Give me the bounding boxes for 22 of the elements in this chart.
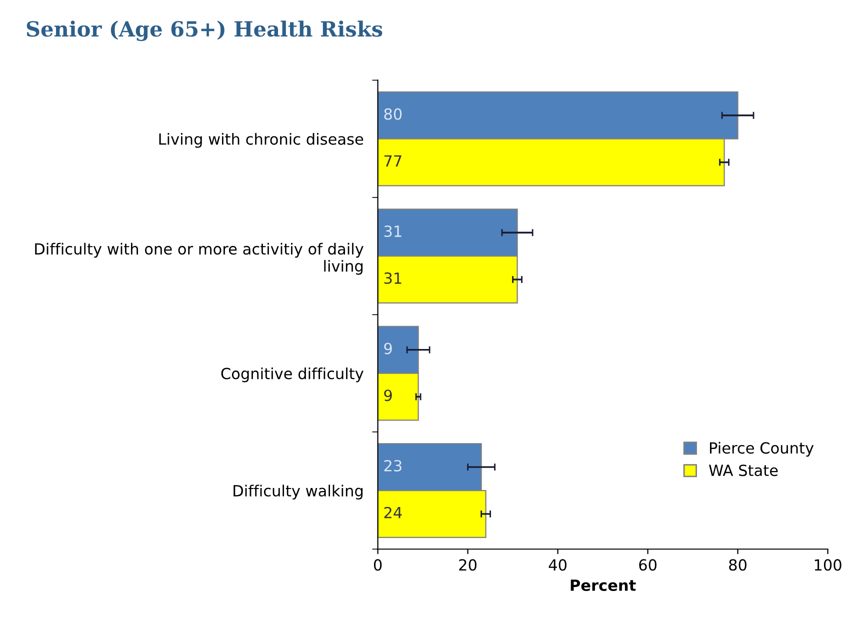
data-label: 23 [384,460,402,472]
x-tick-label: 80 [729,559,746,571]
y-tick-label: Cognitive difficulty [221,367,364,382]
data-label: 31 [384,272,402,284]
y-tick-label: Difficulty with one or more activitiy of daily living [35,242,364,275]
x-tick-label: 60 [639,559,656,571]
legend-label: WA State [709,464,778,476]
x-tick-label: 100 [814,559,842,571]
x-tick-label: 0 [374,559,382,571]
text: Senior (Age 65+) Health Risks [26,20,382,42]
data-label: 80 [384,108,402,120]
data-label: 77 [384,155,402,166]
x-tick-label: 40 [548,559,566,571]
data-label: 9 [384,342,392,354]
legend-label: Pierce County [710,442,814,457]
x-axis-title: Percent [570,580,636,592]
data-label: 24 [384,506,402,518]
y-tick-label: Difficulty walking [234,484,363,500]
data-label: 31 [384,225,402,238]
data-label: 9 [384,390,392,402]
y-tick-label: Living with chronic disease [159,133,364,148]
x-tick-label: 20 [459,559,477,571]
